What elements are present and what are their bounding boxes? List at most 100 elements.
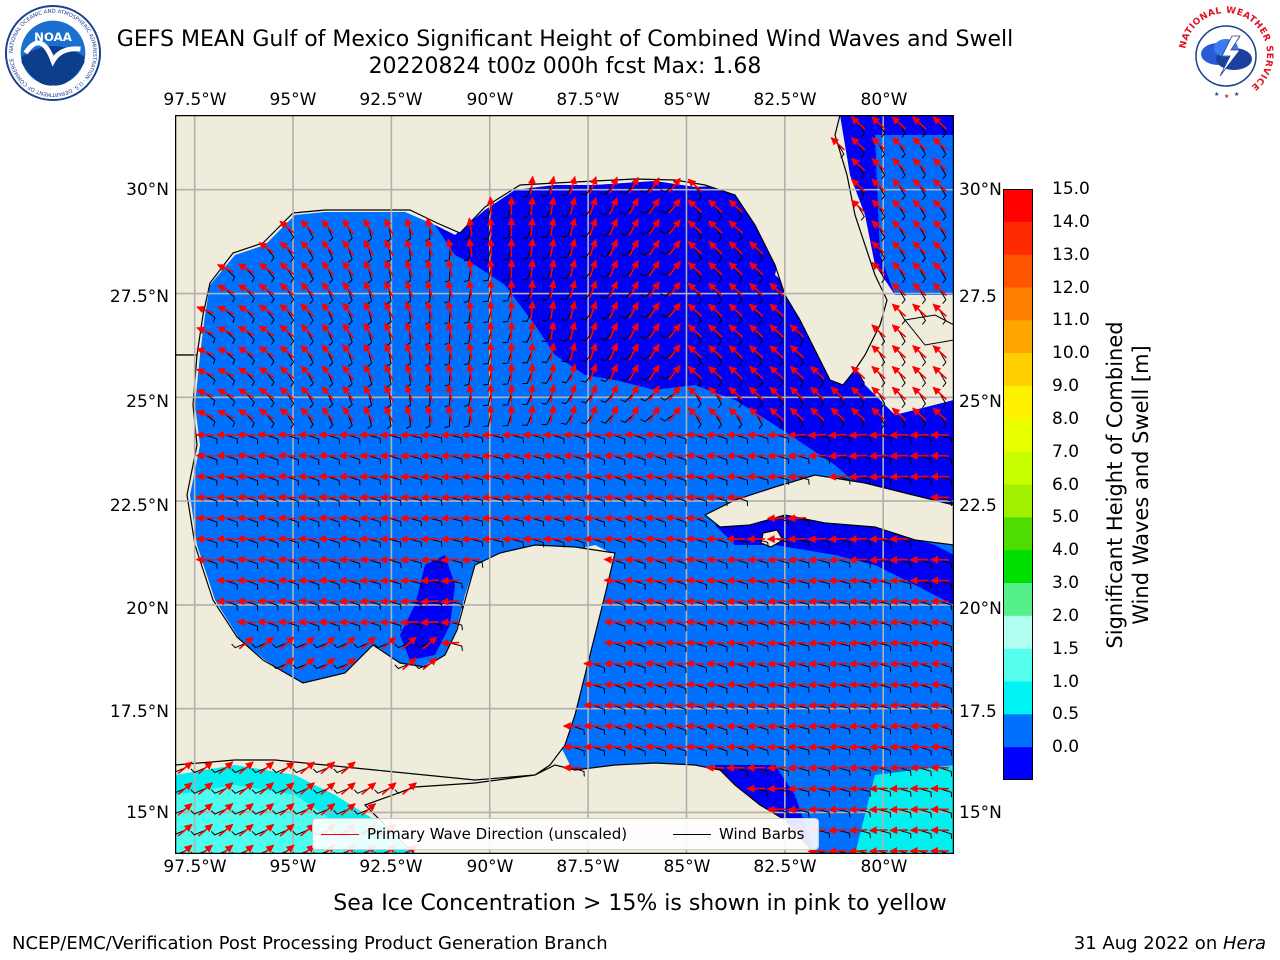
wave-direction-arrow — [342, 323, 355, 339]
wind-barb — [633, 538, 646, 549]
wave-direction-arrow — [318, 430, 337, 439]
wave-direction-arrow — [342, 302, 355, 318]
wave-direction-arrow — [440, 618, 460, 627]
wind-barb — [654, 684, 667, 694]
wave-direction-arrow — [300, 823, 315, 837]
wave-direction-arrow — [687, 324, 703, 338]
wave-direction-arrow — [848, 597, 868, 606]
wave-direction-arrow — [787, 805, 807, 814]
wave-direction-arrow — [748, 345, 764, 359]
wave-direction-arrow — [932, 220, 947, 234]
wave-direction-arrow — [608, 218, 618, 236]
wave-direction-arrow — [279, 283, 295, 296]
wind-barb — [674, 580, 687, 590]
wave-direction-arrow — [321, 365, 335, 380]
wind-barb — [353, 642, 369, 649]
wind-barb — [292, 808, 308, 815]
wave-direction-arrow — [687, 282, 703, 297]
wind-barb — [561, 330, 574, 342]
wave-direction-arrow — [868, 659, 888, 668]
wind-barb — [674, 621, 687, 632]
wind-barb — [939, 164, 947, 180]
wave-direction-arrow — [850, 157, 866, 172]
wind-barb — [654, 704, 667, 715]
wind-barb — [175, 829, 186, 835]
wave-direction-arrow — [321, 261, 335, 276]
wave-direction-arrow — [256, 576, 276, 585]
wave-direction-arrow — [664, 555, 684, 564]
wave-direction-arrow — [569, 259, 577, 278]
wave-direction-arrow — [644, 680, 664, 689]
wave-direction-arrow — [589, 300, 598, 319]
wave-direction-arrow — [848, 722, 868, 731]
wave-direction-arrow — [850, 116, 866, 130]
wind-barb — [600, 226, 614, 237]
wind-barb — [735, 496, 749, 507]
wind-barb — [333, 663, 349, 670]
wave-direction-arrow — [321, 386, 335, 401]
wave-direction-arrow — [342, 343, 355, 360]
wave-direction-arrow — [402, 657, 417, 671]
wave-direction-arrow — [848, 451, 868, 460]
wave-direction-arrow — [300, 386, 315, 401]
wave-direction-arrow — [891, 137, 907, 151]
wave-direction-arrow — [279, 802, 295, 816]
wave-direction-arrow — [668, 385, 681, 401]
wind-barb — [613, 434, 626, 445]
wave-direction-arrow — [912, 345, 927, 359]
wind-barb — [580, 226, 594, 238]
wave-direction-arrow — [766, 701, 786, 710]
wave-direction-arrow — [589, 404, 598, 423]
wind-barb — [205, 309, 216, 323]
wind-barb — [561, 309, 574, 321]
wave-direction-arrow — [279, 636, 295, 650]
wind-barb — [333, 767, 349, 774]
wave-direction-arrow — [603, 742, 623, 751]
wind-barb — [266, 496, 279, 507]
wave-direction-arrow — [527, 383, 536, 403]
wave-direction-arrow — [932, 137, 947, 151]
wind-barb — [857, 413, 865, 429]
wave-direction-arrow — [399, 451, 419, 460]
wave-direction-arrow — [363, 239, 375, 256]
wave-direction-arrow — [830, 386, 845, 401]
wave-direction-arrow — [216, 451, 235, 460]
wave-direction-arrow — [384, 363, 394, 381]
wave-direction-arrow — [603, 680, 623, 689]
wave-direction-arrow — [384, 322, 394, 340]
wave-direction-arrow — [237, 325, 255, 337]
wave-direction-arrow — [891, 365, 907, 380]
wave-direction-arrow — [685, 659, 705, 668]
wind-barb — [561, 205, 574, 217]
wave-direction-arrow — [445, 238, 454, 257]
wind-barb — [347, 414, 353, 430]
lon-tick-bottom: 80°W — [860, 857, 908, 877]
wave-direction-arrow — [787, 576, 807, 585]
wave-direction-arrow — [728, 282, 743, 297]
wind-barb — [414, 642, 430, 649]
wave-direction-arrow — [850, 365, 866, 380]
wind-barb — [522, 185, 533, 197]
wave-direction-arrow — [405, 301, 414, 319]
wave-direction-arrow — [932, 407, 947, 421]
wind-barb — [225, 330, 236, 344]
wind-barb — [857, 205, 865, 221]
wave-direction-arrow — [644, 618, 664, 627]
wind-barb — [572, 767, 585, 777]
wave-direction-arrow — [259, 823, 275, 837]
wind-barb — [394, 788, 410, 794]
wave-direction-arrow — [548, 279, 557, 299]
wind-barb — [620, 268, 635, 278]
wave-direction-arrow — [769, 324, 784, 338]
wind-barb — [210, 808, 226, 815]
wave-direction-arrow — [807, 639, 827, 648]
wind-barb — [541, 289, 553, 301]
lat-tick-left: 20°N — [126, 599, 169, 619]
wind-barb — [600, 372, 614, 383]
lon-tick-bottom: 85°W — [663, 857, 711, 877]
wind-barb — [251, 808, 267, 815]
wave-direction-arrow — [589, 384, 598, 403]
wave-direction-arrow — [871, 157, 886, 172]
legend-label: Wind Barbs — [719, 825, 805, 843]
wind-barb — [286, 226, 295, 242]
